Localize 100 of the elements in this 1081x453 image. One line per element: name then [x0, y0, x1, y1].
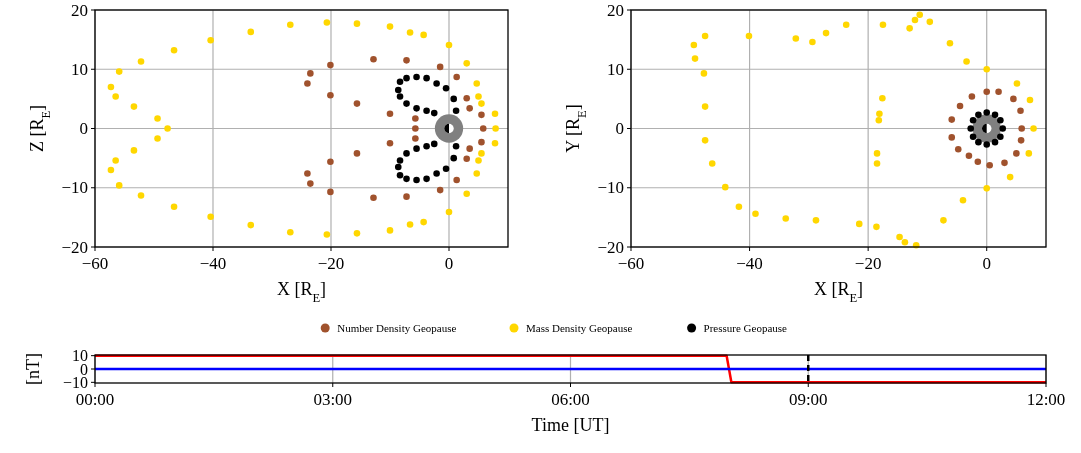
- point: [473, 170, 481, 177]
- point: [792, 35, 800, 42]
- point: [386, 227, 394, 234]
- point: [327, 188, 334, 196]
- point: [745, 32, 753, 40]
- point: [690, 41, 698, 49]
- point: [323, 231, 331, 238]
- point: [873, 150, 881, 157]
- point: [1013, 150, 1020, 157]
- point: [247, 221, 255, 229]
- point: [466, 105, 473, 112]
- point: [412, 115, 419, 122]
- point: [954, 145, 962, 153]
- x-tick-label: 0: [982, 254, 991, 273]
- point: [1006, 173, 1014, 181]
- point: [403, 100, 410, 107]
- point: [307, 70, 314, 77]
- point: [946, 39, 954, 47]
- point: [975, 138, 982, 146]
- point: [370, 194, 377, 202]
- point: [463, 155, 470, 163]
- point: [782, 215, 790, 222]
- point: [1013, 80, 1021, 87]
- point: [983, 88, 991, 96]
- y-tick-label: −10: [597, 178, 624, 198]
- point: [403, 150, 410, 157]
- point: [983, 141, 991, 148]
- x-tick-label: 0: [444, 254, 454, 273]
- y-tick-label: 10: [71, 59, 88, 79]
- point: [406, 221, 414, 228]
- point: [948, 116, 956, 123]
- point: [412, 125, 419, 132]
- point: [403, 175, 410, 183]
- point: [304, 170, 311, 177]
- point: [701, 137, 709, 144]
- point: [855, 220, 863, 228]
- x-tick-label: −20: [317, 254, 345, 273]
- x-tick-label: −20: [854, 254, 882, 273]
- legend-label: Mass Density Geopause: [526, 322, 633, 334]
- point: [442, 84, 450, 92]
- point: [879, 21, 887, 29]
- x-axis-title: X [R$_{E}$]: [276, 279, 327, 305]
- point: [479, 125, 487, 132]
- point: [403, 57, 410, 64]
- point: [926, 18, 934, 26]
- point: [353, 20, 361, 27]
- point: [963, 58, 970, 65]
- point: [130, 147, 138, 154]
- y-tick-label: 0: [79, 119, 88, 138]
- point: [491, 140, 499, 147]
- point: [423, 142, 430, 150]
- point: [396, 78, 404, 85]
- point: [842, 21, 850, 29]
- point: [701, 103, 709, 110]
- point: [442, 165, 450, 173]
- point: [901, 238, 909, 246]
- point: [403, 193, 410, 200]
- point: [1010, 95, 1017, 103]
- point: [995, 88, 1002, 96]
- x-tick-label: −40: [736, 254, 763, 273]
- point: [386, 140, 394, 147]
- point: [983, 65, 991, 73]
- y-axis-title: [nT]: [23, 353, 43, 385]
- point: [207, 213, 214, 221]
- point: [466, 145, 473, 152]
- point: [983, 185, 991, 192]
- point: [420, 31, 427, 39]
- point: [473, 80, 481, 87]
- point: [107, 166, 115, 174]
- point: [974, 158, 982, 165]
- point: [721, 183, 729, 191]
- point: [896, 233, 903, 241]
- point: [433, 80, 440, 87]
- point: [876, 110, 883, 117]
- point: [112, 157, 119, 164]
- point: [478, 100, 485, 107]
- point: [875, 116, 883, 124]
- point: [386, 110, 394, 117]
- point: [986, 161, 993, 169]
- point: [396, 157, 404, 164]
- point: [394, 86, 402, 94]
- point: [445, 208, 453, 216]
- point: [1017, 137, 1025, 144]
- point: [327, 92, 334, 99]
- point: [423, 107, 430, 115]
- point: [1026, 96, 1034, 104]
- point: [967, 125, 975, 132]
- point: [436, 186, 444, 194]
- point: [107, 83, 115, 91]
- point: [307, 180, 314, 187]
- point: [478, 150, 485, 157]
- point: [453, 73, 460, 81]
- point: [911, 16, 919, 24]
- point: [906, 25, 913, 32]
- point: [445, 41, 453, 49]
- y-tick-label: 0: [615, 119, 624, 138]
- point: [463, 94, 470, 102]
- point: [207, 36, 214, 44]
- point: [413, 145, 420, 152]
- point: [812, 217, 820, 224]
